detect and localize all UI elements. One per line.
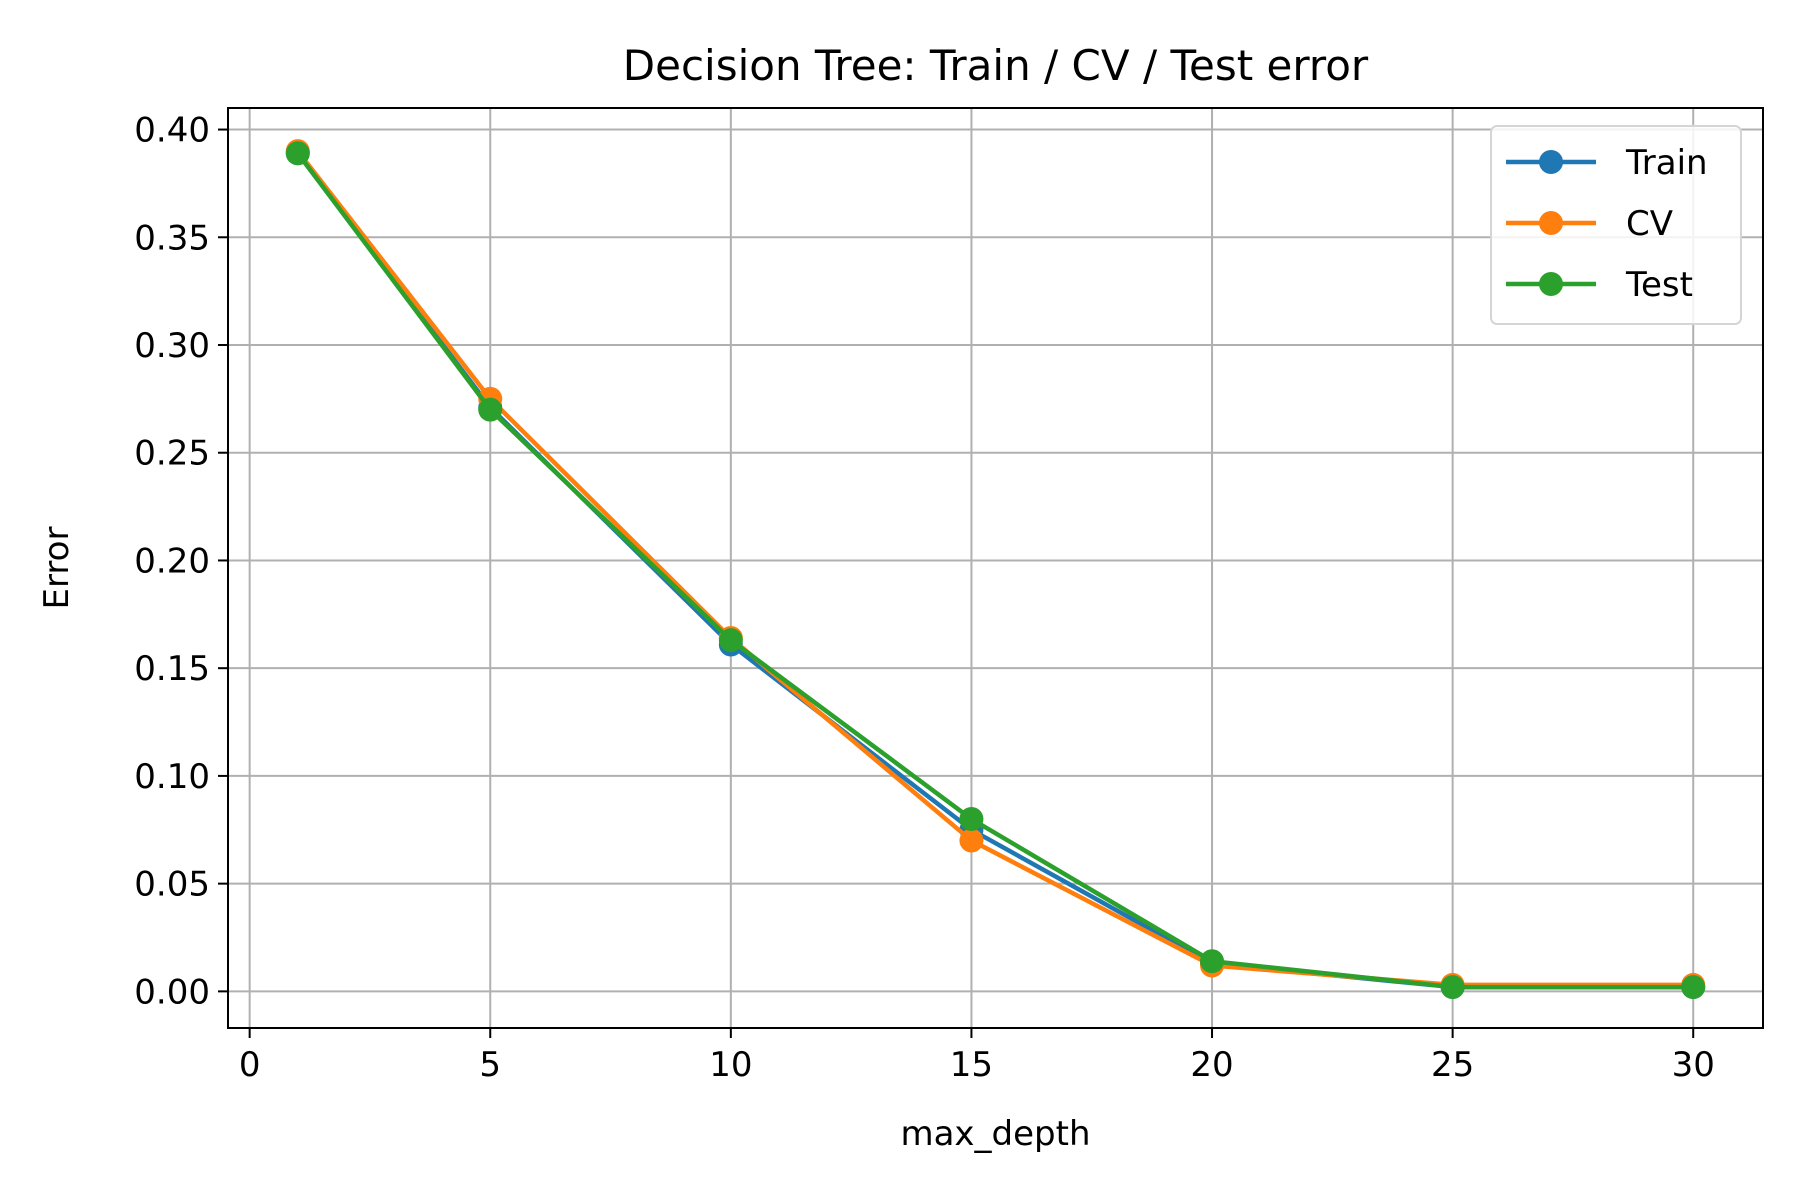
y-tick-label: 0.10	[134, 757, 210, 797]
y-tick-label: 0.30	[134, 326, 210, 366]
legend-item-test: Test	[1506, 265, 1693, 305]
legend-swatch-marker	[1539, 150, 1563, 174]
axis-ticks: 0 5 10 15 20 25 30 0.00 0.05 0.10 0.15 0.20 0.25 0.30…	[134, 111, 1715, 1085]
series-test-point	[718, 628, 743, 653]
y-tick-label: 0.20	[134, 541, 210, 581]
y-tick-label: 0.35	[134, 218, 210, 258]
series-test-point	[1440, 975, 1465, 1000]
y-tick-label: 0.15	[134, 649, 210, 689]
y-tick-label: 0.40	[134, 111, 210, 151]
legend-item-cv: CV	[1506, 204, 1673, 244]
legend-item-train: Train	[1506, 143, 1708, 183]
series-test-point	[1200, 949, 1225, 974]
x-tick-label: 25	[1431, 1045, 1474, 1085]
legend-label: CV	[1626, 204, 1673, 244]
grid-lines	[228, 108, 1763, 1028]
series-cv-point	[959, 828, 984, 853]
plot-frame	[227, 107, 1764, 1029]
y-axis-label: Error	[37, 527, 77, 610]
x-tick-label: 10	[709, 1045, 752, 1085]
legend-swatch-marker	[1539, 211, 1563, 235]
series-test-point	[959, 807, 984, 832]
x-tick-label: 0	[239, 1045, 261, 1085]
legend: Train CV Test	[1490, 125, 1742, 325]
y-tick-label: 0.05	[134, 865, 210, 905]
series-test	[285, 141, 1706, 1000]
x-tick-label: 30	[1672, 1045, 1715, 1085]
legend-swatch-marker	[1539, 272, 1563, 296]
y-tick-label: 0.00	[134, 972, 210, 1012]
x-axis-label: max_depth	[900, 1114, 1090, 1154]
series-layer	[285, 139, 1706, 1000]
series-test-point	[285, 141, 310, 166]
x-tick-label: 15	[950, 1045, 993, 1085]
legend-label: Train	[1625, 143, 1708, 183]
series-test-point	[1681, 975, 1706, 1000]
series-test-point	[478, 397, 503, 422]
x-tick-label: 5	[479, 1045, 501, 1085]
x-tick-label: 20	[1190, 1045, 1233, 1085]
chart-title: Decision Tree: Train / CV / Test error	[623, 41, 1369, 90]
y-tick-label: 0.25	[134, 434, 210, 474]
legend-label: Test	[1625, 265, 1693, 305]
